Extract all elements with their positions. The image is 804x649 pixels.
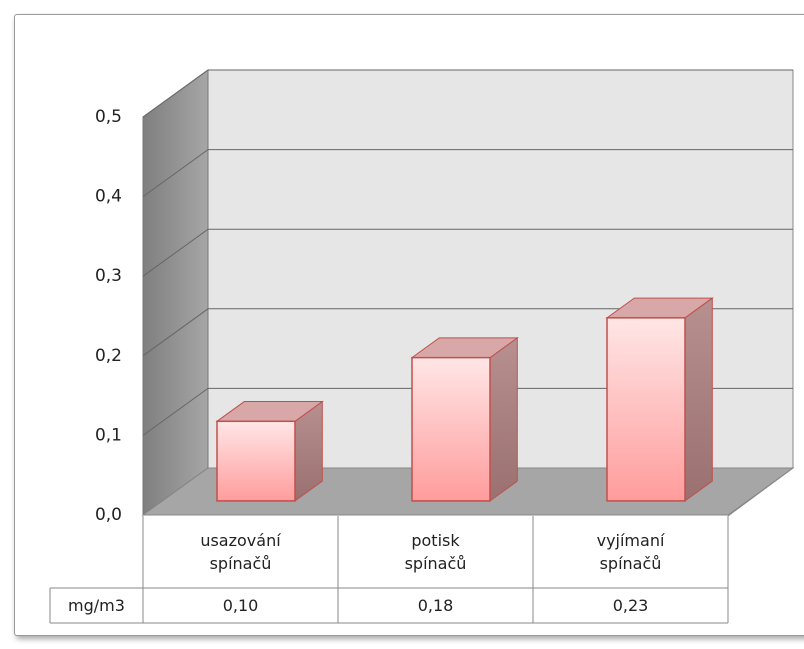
value-label: 0,18: [338, 588, 533, 623]
grid-line: [142, 149, 793, 198]
side-wall: [142, 69, 209, 516]
y-tick-label: 0,5: [95, 107, 122, 127]
value-label: 0,23: [533, 588, 728, 623]
grid-line: [142, 387, 793, 436]
grid-line: [142, 308, 793, 357]
y-tick-label: 0,1: [95, 425, 122, 445]
bar-side: [684, 297, 713, 502]
value-label-text: 0,10: [222, 596, 259, 615]
bar: [411, 356, 491, 502]
bar: [606, 317, 686, 502]
x-tick-label-text: vyjímaní spínačů: [596, 531, 665, 573]
y-tick-label: 0,3: [95, 266, 122, 286]
grid-line: [142, 69, 793, 118]
legend-entry: mg/m3: [50, 588, 143, 623]
x-tick-label: potisk spínačů: [338, 516, 533, 588]
x-tick-label-text: usazování spínačů: [200, 531, 281, 573]
value-label-text: 0,23: [612, 596, 649, 615]
bar-side: [489, 336, 518, 502]
y-tick-label: 0,4: [95, 187, 122, 207]
grid-line: [142, 228, 793, 277]
value-label: 0,10: [143, 588, 338, 623]
value-label-text: 0,18: [417, 596, 454, 615]
y-tick-label: 0,2: [95, 346, 122, 366]
bar: [216, 420, 296, 502]
legend-entry-text: mg/m3: [68, 596, 125, 615]
x-tick-label: usazování spínačů: [143, 516, 338, 588]
x-tick-label: vyjímaní spínačů: [533, 516, 728, 588]
y-tick-label: 0,0: [95, 505, 122, 525]
x-tick-label-text: potisk spínačů: [404, 531, 467, 573]
table-border: [727, 467, 794, 517]
